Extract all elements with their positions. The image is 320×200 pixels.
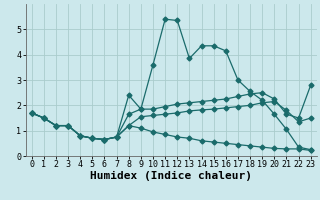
X-axis label: Humidex (Indice chaleur): Humidex (Indice chaleur) <box>90 171 252 181</box>
